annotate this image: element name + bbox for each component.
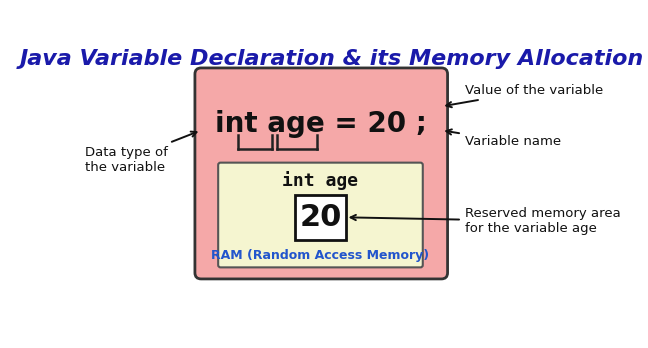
Text: Java Variable Declaration & its Memory Allocation: Java Variable Declaration & its Memory A… bbox=[20, 49, 644, 70]
Text: int age = 20 ;: int age = 20 ; bbox=[215, 110, 427, 138]
Text: 20: 20 bbox=[299, 203, 341, 232]
Text: Reserved memory area
for the variable age: Reserved memory area for the variable ag… bbox=[351, 207, 620, 235]
Text: Data type of
the variable: Data type of the variable bbox=[85, 132, 196, 174]
Text: Value of the variable: Value of the variable bbox=[446, 84, 603, 107]
FancyBboxPatch shape bbox=[295, 195, 345, 240]
Text: RAM (Random Access Memory): RAM (Random Access Memory) bbox=[211, 249, 430, 262]
Text: int age: int age bbox=[283, 171, 358, 190]
Text: Variable name: Variable name bbox=[446, 129, 561, 148]
FancyBboxPatch shape bbox=[195, 68, 448, 279]
FancyBboxPatch shape bbox=[218, 163, 422, 267]
